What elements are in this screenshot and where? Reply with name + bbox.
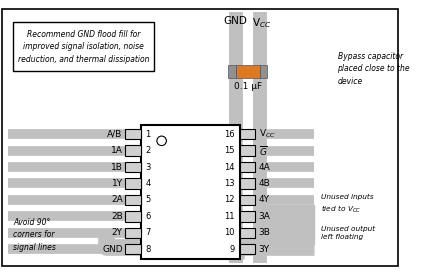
Circle shape (157, 136, 166, 145)
Text: 1: 1 (146, 130, 151, 139)
Text: 2A: 2A (111, 196, 123, 204)
Text: 3A: 3A (258, 212, 270, 221)
Text: GND: GND (224, 16, 248, 26)
Text: Recommend GND flood fill for
improved signal isolation, noise
reduction, and the: Recommend GND flood fill for improved si… (18, 30, 149, 64)
Text: 6: 6 (146, 212, 151, 221)
Bar (240, 244, 255, 254)
Text: 4A: 4A (258, 163, 270, 172)
Text: 11: 11 (224, 212, 235, 221)
Text: Bypass capacitor
placed close to the
device: Bypass capacitor placed close to the dev… (338, 52, 410, 86)
Text: 5: 5 (146, 196, 151, 204)
Text: 2B: 2B (111, 212, 123, 221)
Text: 12: 12 (224, 196, 235, 204)
Bar (240, 145, 255, 156)
Text: 13: 13 (224, 179, 235, 188)
Text: 3B: 3B (258, 228, 270, 237)
Text: 8: 8 (146, 245, 151, 254)
Text: 3: 3 (146, 163, 151, 172)
Text: 10: 10 (224, 228, 235, 237)
Text: 16: 16 (224, 130, 235, 139)
Text: $\overline{G}$: $\overline{G}$ (258, 144, 268, 158)
Text: 2Y: 2Y (112, 228, 123, 237)
Text: 3Y: 3Y (258, 245, 270, 254)
Text: 1Y: 1Y (112, 179, 123, 188)
Bar (125, 211, 141, 222)
Bar (125, 227, 141, 238)
Text: 9: 9 (229, 245, 235, 254)
Text: 4Y: 4Y (258, 196, 269, 204)
Bar (125, 129, 141, 139)
Bar (125, 145, 141, 156)
Bar (259, 65, 267, 78)
Bar (236, 65, 259, 78)
Text: V$_{CC}$: V$_{CC}$ (252, 16, 271, 30)
Text: 14: 14 (224, 163, 235, 172)
Bar (13, 22, 154, 72)
Text: 7: 7 (146, 228, 151, 237)
Text: Unused inputs
tied to V$_{CC}$: Unused inputs tied to V$_{CC}$ (321, 194, 374, 215)
Text: 15: 15 (224, 146, 235, 155)
Bar (240, 162, 255, 172)
Bar (125, 178, 141, 189)
Text: GND: GND (102, 245, 123, 254)
Text: 4B: 4B (258, 179, 270, 188)
Text: Unused output
left floating: Unused output left floating (321, 226, 376, 240)
Bar (125, 244, 141, 254)
Bar (228, 65, 236, 78)
Text: 1B: 1B (111, 163, 123, 172)
Text: V$_{CC}$: V$_{CC}$ (258, 128, 276, 141)
Text: A/B: A/B (107, 130, 123, 139)
Text: 2: 2 (146, 146, 151, 155)
Bar (240, 195, 255, 205)
Bar (240, 227, 255, 238)
Text: 4: 4 (146, 179, 151, 188)
Bar (125, 195, 141, 205)
Bar (240, 129, 255, 139)
Bar (240, 211, 255, 222)
Bar (141, 125, 240, 259)
Text: 0.1 μF: 0.1 μF (234, 82, 262, 91)
Bar (240, 178, 255, 189)
Text: 1A: 1A (111, 146, 123, 155)
Bar (125, 162, 141, 172)
Text: Avoid 90°
corners for
signal lines: Avoid 90° corners for signal lines (13, 218, 56, 252)
